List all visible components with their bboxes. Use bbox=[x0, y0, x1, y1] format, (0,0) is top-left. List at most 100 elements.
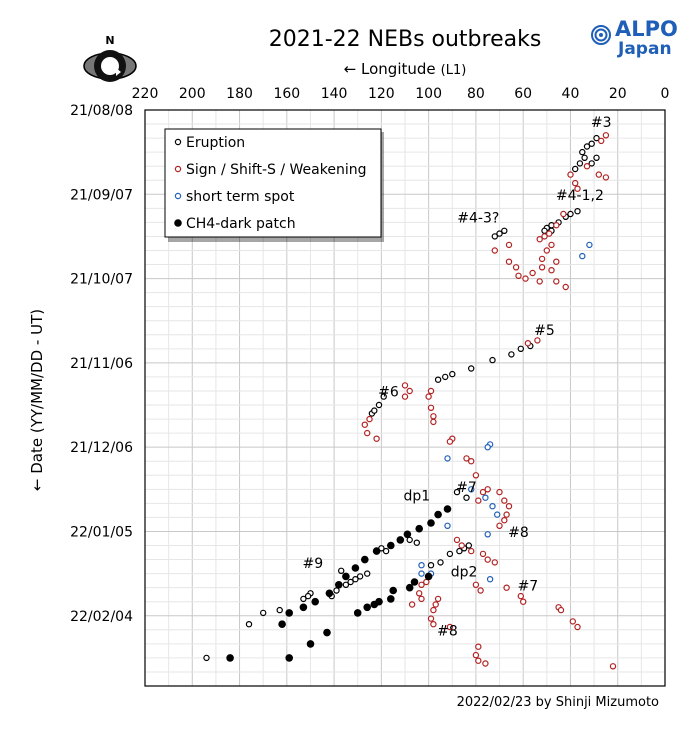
data-point-series-1 bbox=[463, 455, 470, 462]
data-point-series-3 bbox=[372, 547, 381, 555]
data-point-series-1 bbox=[569, 618, 577, 625]
annotation-label: #7 bbox=[456, 480, 477, 496]
data-point-series-1 bbox=[501, 497, 508, 504]
x-tick-label: 220 bbox=[132, 86, 159, 102]
data-point-series-1 bbox=[432, 601, 439, 608]
y-tick-label: 21/09/07 bbox=[70, 187, 133, 203]
credit-text: 2022/02/23 by Shinji Mizumoto bbox=[457, 695, 659, 710]
data-point-series-0 bbox=[333, 587, 340, 594]
data-point-series-3 bbox=[285, 609, 294, 617]
data-point-series-0 bbox=[427, 562, 435, 569]
legend-label-short-term: short term spot bbox=[186, 189, 295, 205]
data-point-series-0 bbox=[501, 227, 508, 234]
data-point-series-1 bbox=[475, 497, 482, 504]
data-point-series-0 bbox=[463, 494, 470, 501]
data-point-series-0 bbox=[406, 536, 413, 544]
data-point-series-0 bbox=[342, 581, 350, 589]
data-point-series-0 bbox=[593, 154, 600, 161]
data-point-series-2 bbox=[468, 486, 475, 493]
data-point-series-3 bbox=[387, 595, 395, 603]
data-point-series-0 bbox=[572, 165, 579, 173]
data-point-series-1 bbox=[529, 269, 536, 277]
x-tick-label: 160 bbox=[273, 86, 300, 102]
data-point-series-1 bbox=[446, 623, 454, 631]
data-points bbox=[203, 132, 617, 670]
data-point-series-3 bbox=[323, 628, 331, 637]
data-point-series-1 bbox=[479, 550, 487, 558]
chart-title: 2021-22 NEBs outbreaks bbox=[269, 27, 542, 52]
data-point-series-1 bbox=[520, 598, 527, 605]
annotation-label: #8 bbox=[508, 525, 529, 541]
data-point-series-3 bbox=[424, 572, 433, 581]
data-point-series-1 bbox=[458, 542, 465, 549]
data-point-series-1 bbox=[418, 581, 425, 589]
compass-icon: N bbox=[83, 34, 137, 82]
data-point-series-3 bbox=[278, 620, 286, 628]
data-point-series-1 bbox=[361, 421, 368, 428]
y-tick-label: 22/01/05 bbox=[70, 524, 133, 540]
annotation-label: #8 bbox=[437, 623, 458, 639]
data-point-series-1 bbox=[430, 418, 437, 426]
data-point-series-0 bbox=[449, 370, 456, 378]
data-point-series-1 bbox=[536, 235, 543, 243]
data-point-series-0 bbox=[491, 233, 498, 240]
data-point-series-1 bbox=[541, 233, 548, 240]
data-point-series-3 bbox=[389, 586, 398, 595]
annotations: #3 #4-1,2 #4-3? #5 #6 #7 dp1 #8 #9 dp2 #7 #8 bbox=[302, 115, 611, 640]
data-point-series-1 bbox=[430, 606, 437, 614]
legend-label-eruption: Eruption bbox=[186, 135, 245, 151]
logo-text-japan: Japan bbox=[617, 39, 672, 59]
data-point-series-2 bbox=[482, 494, 489, 501]
data-point-series-0 bbox=[375, 401, 383, 409]
data-point-series-0 bbox=[300, 595, 307, 603]
data-point-series-1 bbox=[484, 556, 491, 563]
data-point-series-1 bbox=[553, 221, 560, 229]
legend-marker-eruption bbox=[174, 138, 182, 146]
data-point-series-1 bbox=[373, 435, 380, 442]
data-point-series-1 bbox=[609, 663, 617, 670]
data-point-series-3 bbox=[361, 555, 369, 564]
annotation-label: #3 bbox=[591, 115, 612, 131]
data-point-series-0 bbox=[356, 573, 364, 580]
y-tick-label: 22/02/04 bbox=[70, 609, 133, 625]
legend-label-ch4: CH4-dark patch bbox=[186, 216, 296, 232]
data-point-series-1 bbox=[484, 486, 491, 493]
data-point-series-1 bbox=[366, 415, 373, 423]
legend-marker-ch4 bbox=[174, 219, 182, 227]
data-point-series-2 bbox=[484, 531, 491, 538]
data-point-series-2 bbox=[418, 570, 425, 577]
data-point-series-1 bbox=[574, 623, 581, 631]
data-point-series-1 bbox=[468, 547, 475, 555]
data-point-series-1 bbox=[430, 621, 437, 628]
data-point-series-3 bbox=[335, 581, 343, 589]
x-tick-label: 80 bbox=[467, 86, 485, 102]
data-point-series-3 bbox=[443, 505, 452, 513]
x-axis-title: ← Longitude (L1) bbox=[344, 60, 467, 78]
data-point-series-2 bbox=[579, 252, 586, 260]
data-point-series-1 bbox=[468, 458, 475, 465]
data-point-series-2 bbox=[444, 522, 451, 530]
data-point-series-3 bbox=[415, 524, 424, 533]
y-tick-label: 21/10/07 bbox=[70, 272, 133, 288]
data-point-series-1 bbox=[517, 592, 525, 600]
y-axis-title: ← Date (YY/MM/DD - UT) bbox=[28, 309, 46, 491]
data-point-series-1 bbox=[567, 171, 574, 178]
data-point-series-1 bbox=[472, 581, 480, 589]
data-point-series-1 bbox=[408, 601, 416, 608]
data-point-series-3 bbox=[387, 541, 395, 550]
x-tick-label: 40 bbox=[562, 86, 580, 102]
data-point-series-1 bbox=[479, 488, 487, 496]
data-point-series-0 bbox=[382, 547, 390, 555]
data-point-series-0 bbox=[371, 407, 378, 414]
data-point-series-1 bbox=[538, 255, 546, 263]
data-point-series-3 bbox=[410, 578, 419, 586]
plot-frame bbox=[144, 109, 666, 687]
data-point-series-0 bbox=[304, 592, 312, 600]
data-point-series-0 bbox=[468, 365, 475, 372]
data-point-series-1 bbox=[503, 584, 510, 591]
annotation-label: #7 bbox=[518, 579, 539, 595]
data-point-series-1 bbox=[534, 337, 541, 344]
x-axis-label: ← Longitude bbox=[344, 60, 436, 78]
data-point-series-0 bbox=[260, 609, 267, 617]
